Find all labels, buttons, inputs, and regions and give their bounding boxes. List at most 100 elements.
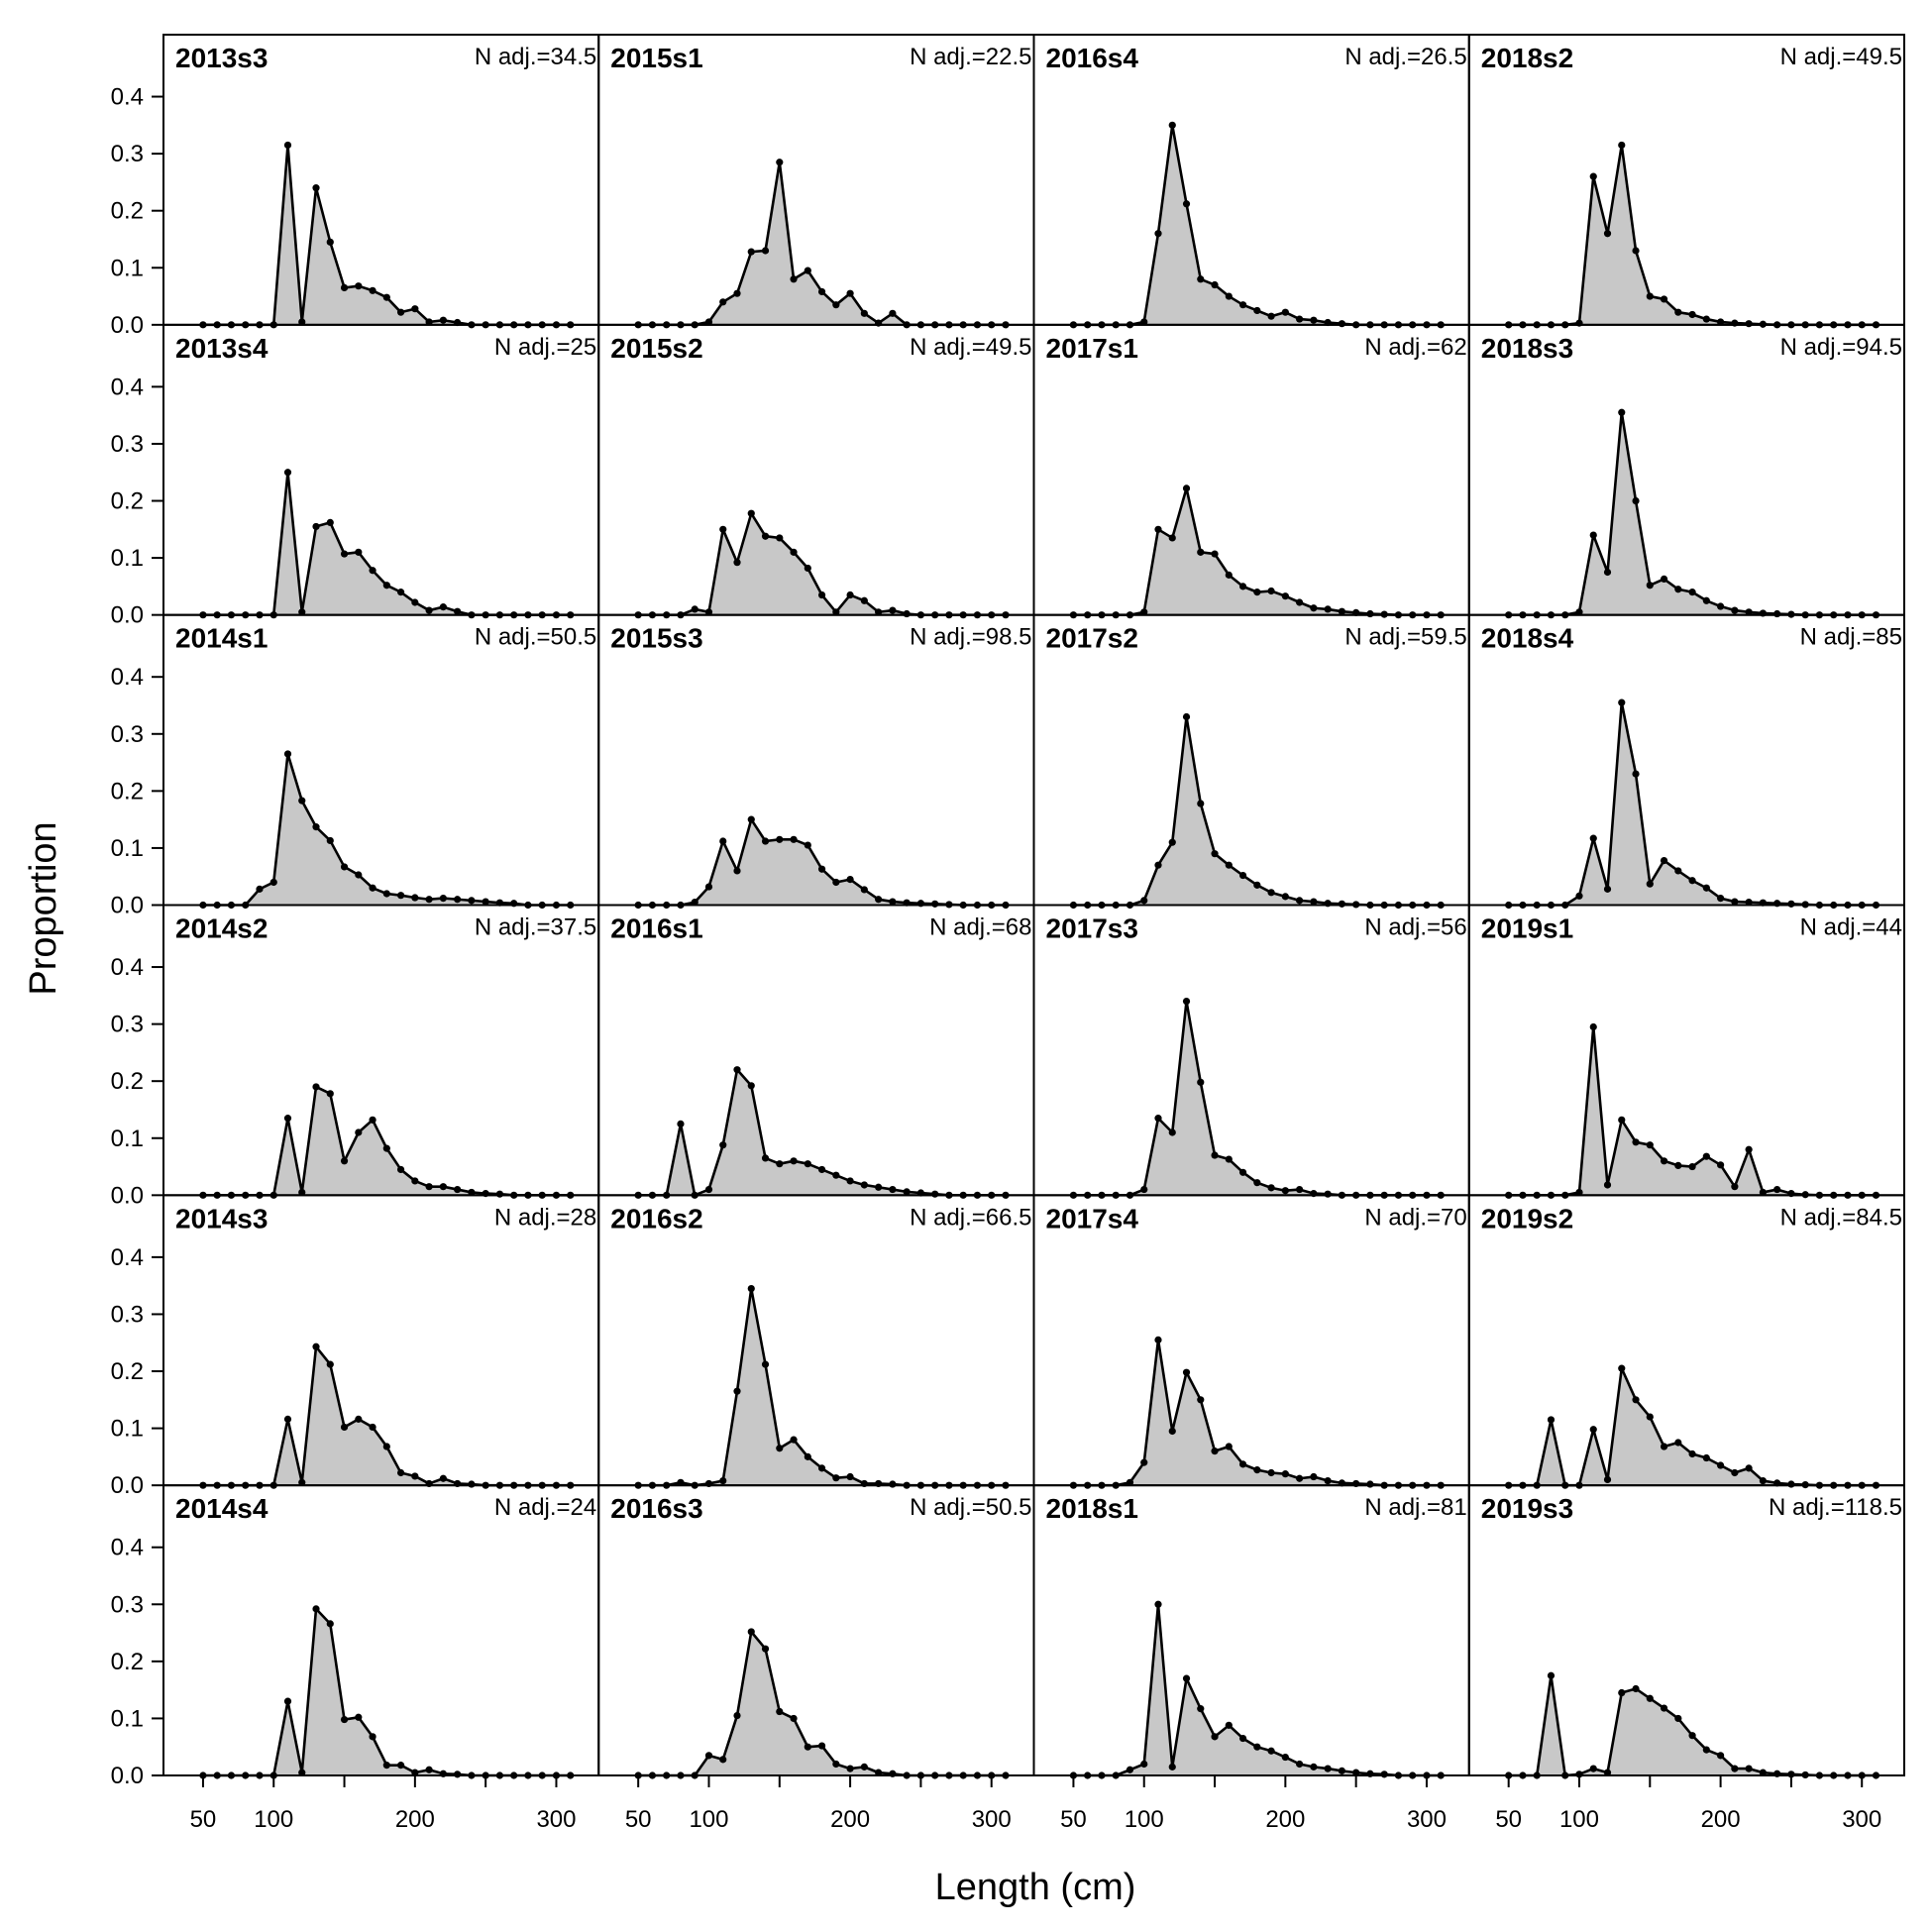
data-point — [761, 1645, 770, 1653]
data-point — [1717, 318, 1725, 326]
data-point — [832, 301, 840, 309]
data-point — [817, 1165, 826, 1174]
data-point — [1618, 1116, 1626, 1124]
data-point — [889, 606, 897, 614]
data-point — [326, 518, 334, 527]
data-point — [1632, 1684, 1640, 1693]
series-line — [202, 752, 571, 907]
data-point — [1225, 1155, 1233, 1163]
panel-2014s1: 2014s1 N adj.=50.5 0.0 0.1 0.2 0.3 0.4 — [111, 613, 600, 919]
data-point — [776, 534, 784, 542]
data-point — [1126, 1478, 1134, 1486]
panel-n-label: N adj.=70 — [1364, 1204, 1466, 1231]
data-point — [369, 1116, 376, 1124]
panel-title: 2017s4 — [1046, 1203, 1139, 1234]
data-point — [776, 159, 784, 166]
data-point — [1745, 1765, 1753, 1772]
area-fill — [202, 753, 571, 906]
data-point — [1154, 861, 1162, 869]
y-tick-label: 0.0 — [111, 893, 144, 919]
data-point — [846, 590, 854, 599]
panel-title: 2016s2 — [610, 1203, 702, 1234]
data-point — [832, 1474, 840, 1482]
data-point — [1296, 598, 1304, 606]
data-point — [1310, 898, 1318, 906]
data-point — [283, 1115, 292, 1123]
series-line — [1508, 410, 1877, 616]
data-point — [340, 1423, 349, 1432]
data-point — [1717, 1752, 1725, 1760]
panel-n-label: N adj.=50.5 — [910, 1494, 1031, 1521]
data-point — [369, 286, 376, 294]
data-point — [875, 1183, 883, 1191]
data-point — [1296, 1474, 1304, 1482]
data-point — [411, 1177, 419, 1185]
panel-title: 2019s2 — [1481, 1203, 1573, 1234]
data-point — [411, 894, 419, 902]
panel-n-label: N adj.=28 — [494, 1204, 596, 1231]
data-point — [1589, 1022, 1597, 1031]
panel-n-label: N adj.=118.5 — [1769, 1494, 1902, 1521]
data-point — [355, 1128, 363, 1136]
data-point — [719, 1756, 727, 1764]
panel-2019s2: 2019s2 N adj.=84.5 — [1467, 1194, 1905, 1489]
panels-grid: 2013s3 N adj.=34.5 0.0 0.1 0.2 0.3 0.4 2013s4 N … — [111, 34, 1905, 1833]
data-point — [804, 1743, 811, 1751]
data-point — [1140, 1458, 1148, 1466]
data-point — [1281, 1470, 1289, 1478]
panel-title: 2014s2 — [175, 913, 268, 944]
data-point — [355, 1415, 363, 1423]
data-point — [875, 896, 883, 904]
data-point — [677, 1478, 685, 1486]
data-point — [1154, 525, 1162, 533]
data-point — [468, 897, 476, 905]
data-point — [1238, 1734, 1247, 1743]
area-fill — [1073, 1604, 1442, 1775]
panel-title: 2019s3 — [1481, 1493, 1573, 1524]
data-point — [790, 1714, 798, 1723]
panel-title: 2013s4 — [175, 333, 268, 364]
panel-2017s1: 2017s1 N adj.=62 — [1032, 323, 1470, 619]
data-point — [1646, 1141, 1654, 1149]
data-point — [1238, 1460, 1247, 1468]
data-point — [832, 608, 840, 616]
data-point — [1575, 892, 1583, 900]
data-point — [1154, 230, 1162, 238]
data-point — [733, 1711, 741, 1720]
data-point — [1660, 575, 1668, 584]
data-point — [790, 1157, 798, 1165]
series-line — [1508, 700, 1877, 907]
panel-frame — [597, 904, 1035, 1197]
x-tick-label: 200 — [1701, 1806, 1741, 1833]
area-fill — [1508, 412, 1877, 615]
data-point — [719, 837, 727, 845]
x-tick-label: 100 — [1559, 1806, 1599, 1833]
data-point — [1603, 230, 1612, 238]
x-tick-label: 50 — [190, 1806, 217, 1833]
y-tick-label: 0.1 — [111, 1705, 144, 1732]
y-tick-label: 0.1 — [111, 545, 144, 572]
panel-n-label: N adj.=85 — [1800, 624, 1902, 651]
x-tick-label: 100 — [689, 1806, 728, 1833]
data-point — [747, 815, 755, 823]
data-point — [1787, 1480, 1795, 1488]
panel-frame — [162, 1484, 600, 1776]
panel-2018s3: 2018s3 N adj.=94.5 — [1467, 323, 1905, 619]
panel-2017s2: 2017s2 N adj.=59.5 — [1032, 613, 1470, 910]
data-point — [1238, 301, 1247, 309]
data-point — [1211, 280, 1219, 289]
panel-2017s4: 2017s4 N adj.=70 — [1032, 1194, 1470, 1489]
data-point — [704, 1185, 713, 1194]
data-point — [369, 1733, 376, 1741]
panel-title: 2018s4 — [1481, 623, 1574, 654]
data-point — [1338, 607, 1345, 615]
data-point — [1702, 315, 1710, 323]
data-point — [860, 309, 868, 317]
panel-2016s2: 2016s2 N adj.=66.5 — [597, 1194, 1035, 1489]
data-point — [340, 1715, 349, 1724]
data-point — [1310, 1763, 1318, 1771]
data-point — [298, 1188, 306, 1197]
y-tick-label: 0.3 — [111, 1012, 144, 1038]
area-fill — [1073, 716, 1442, 906]
data-point — [1618, 698, 1626, 706]
